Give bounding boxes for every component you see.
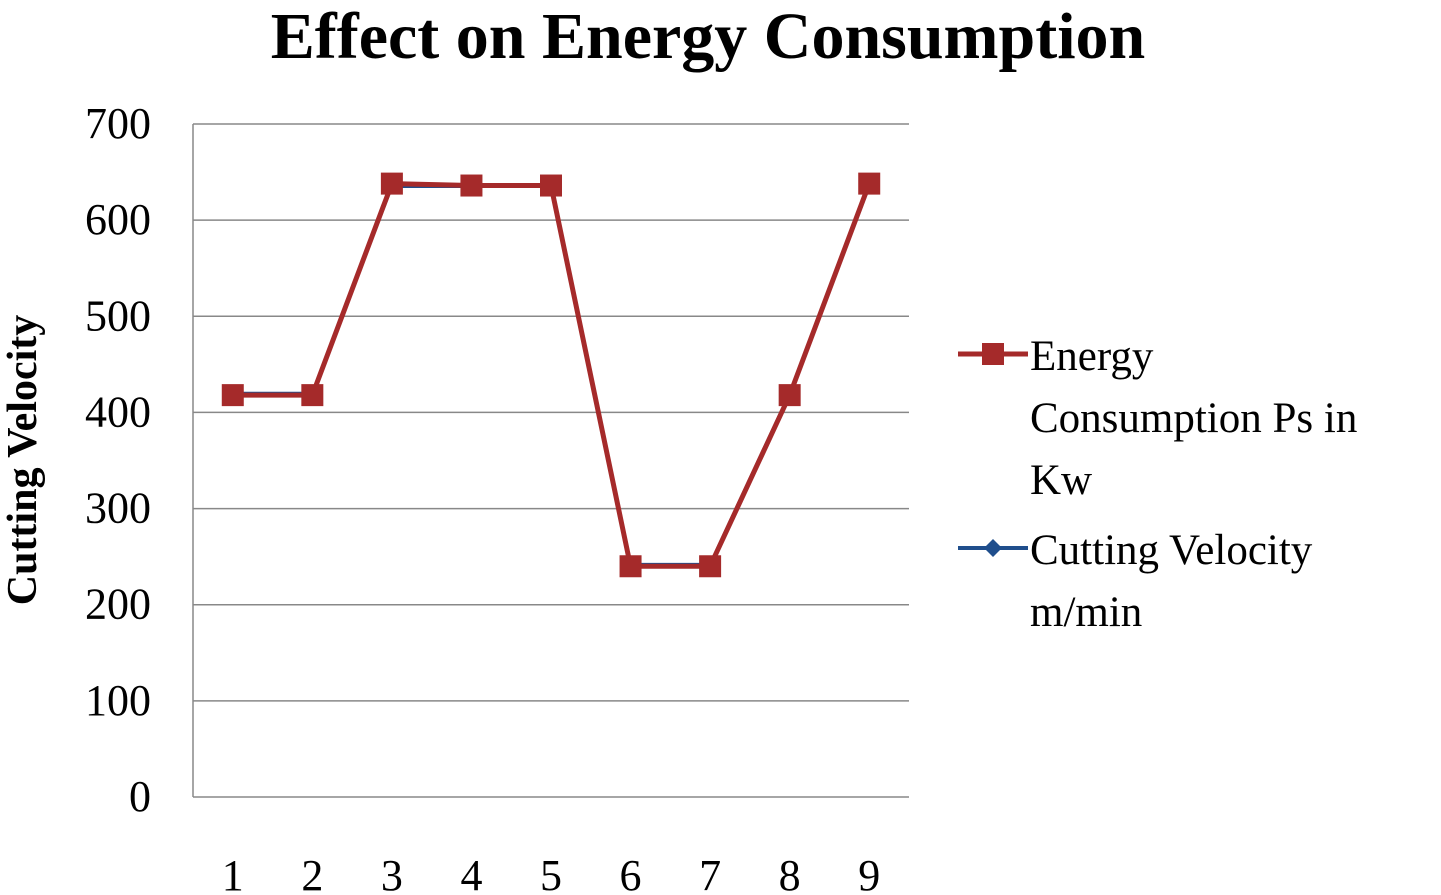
- y-tick-label: 0: [129, 772, 151, 821]
- data-point: [778, 384, 801, 407]
- legend-label: Kw: [1030, 457, 1092, 504]
- plot-series: [221, 172, 881, 578]
- legend-item-2: Cutting Velocity m/min: [958, 527, 1313, 636]
- x-tick-label: 7: [699, 851, 721, 895]
- data-point: [540, 174, 562, 197]
- x-tick-label: 1: [222, 851, 244, 895]
- data-point: [380, 172, 403, 195]
- legend-label: m/min: [1030, 589, 1142, 636]
- x-tick-label: 5: [540, 851, 562, 895]
- y-tick-label: 400: [85, 387, 151, 436]
- y-tick-label: 700: [85, 99, 151, 148]
- chart-title: Effect on Energy Consumption: [271, 0, 1146, 73]
- legend-label: Consumption Ps in: [1030, 395, 1357, 442]
- legend: Energy Consumption Ps in Kw Cutting Velocit…: [958, 333, 1357, 636]
- series-1: [221, 172, 881, 578]
- x-tick-label: 4: [460, 851, 482, 895]
- x-tick-label: 9: [858, 851, 880, 895]
- data-point: [619, 555, 642, 578]
- y-axis-label: Cutting Velocity: [0, 315, 46, 606]
- x-tick-labels: 1 2 3 4 5 6 7 8 9: [222, 851, 880, 895]
- legend-marker: [984, 539, 1002, 557]
- y-tick-label: 500: [85, 291, 151, 340]
- x-tick-label: 3: [381, 851, 403, 895]
- series-line: [232, 184, 871, 566]
- y-tick-label: 300: [85, 484, 151, 533]
- legend-item-1: Energy Consumption Ps in Kw: [958, 333, 1357, 504]
- data-point: [221, 384, 244, 407]
- x-tick-label: 6: [620, 851, 642, 895]
- legend-label: Cutting Velocity: [1030, 527, 1313, 574]
- y-tick-label: 200: [85, 580, 151, 629]
- data-point: [858, 172, 881, 195]
- series-2: [224, 178, 878, 573]
- data-point: [699, 555, 722, 578]
- legend-label: Energy: [1030, 333, 1154, 380]
- y-tick-labels: 0 100 200 300 400 500 600 700: [85, 99, 151, 821]
- y-tick-label: 600: [85, 195, 151, 244]
- legend-marker: [982, 343, 1004, 365]
- gridlines: [192, 123, 909, 798]
- data-point: [301, 384, 324, 407]
- data-point: [460, 174, 483, 197]
- y-tick-label: 100: [85, 676, 151, 725]
- x-tick-label: 8: [779, 851, 801, 895]
- x-tick-label: 2: [301, 851, 323, 895]
